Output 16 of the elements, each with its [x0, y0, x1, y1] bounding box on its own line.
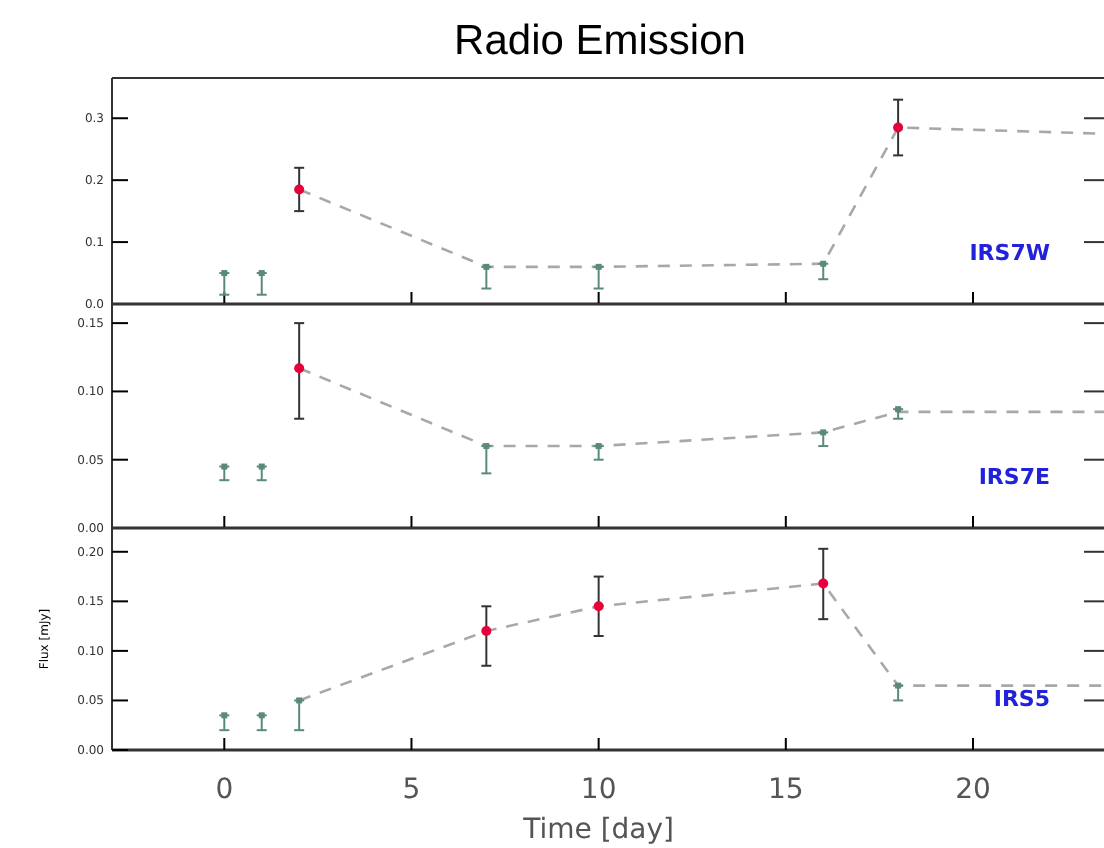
x-tick-label: 0 [215, 773, 234, 806]
point [481, 626, 492, 637]
point [893, 122, 904, 133]
annotation: IRS5 [993, 686, 1050, 712]
point [294, 363, 305, 374]
chart-title: Radio Emission [454, 18, 746, 64]
x-axis-title: Time [day] [521, 814, 675, 846]
annotation: IRS7W [969, 240, 1050, 266]
annotation: IRS7E [978, 464, 1050, 490]
point [593, 601, 604, 612]
x-tick-label: 5 [402, 773, 421, 806]
x-tick-label: 15 [767, 773, 804, 806]
x-tick-label: 10 [580, 773, 617, 806]
x-tick-label: 20 [955, 773, 991, 806]
point [818, 578, 829, 589]
point [294, 184, 305, 195]
